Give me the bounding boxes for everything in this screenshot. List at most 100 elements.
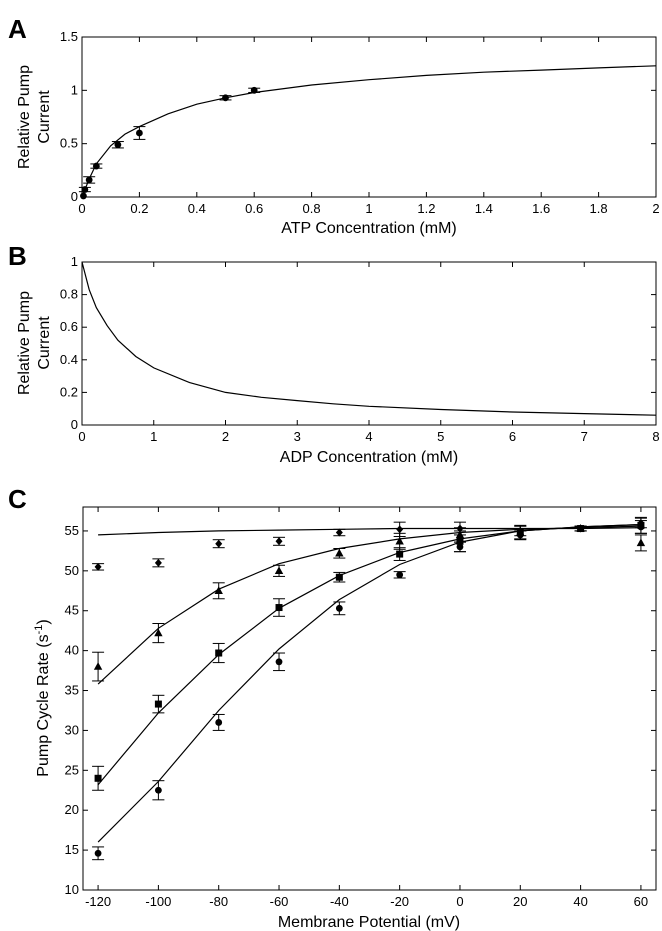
chart-b-xtick-label: 7 [581,429,588,444]
chart-c-circle-point [516,531,524,539]
chart-b-ytick-label: 0.2 [60,384,78,399]
chart-b-xtick-label: 0 [78,429,85,444]
chart-b: 0 1 2 3 4 5 6 7 8 0 0.2 0.4 0.6 0.8 1 ADP Concentratio… [16,254,660,466]
chart-c-circle-point [577,525,585,532]
chart-c-xtick-label: -20 [390,894,409,909]
chart-a-point [114,141,122,149]
chart-c-triangle-point [636,538,646,547]
chart-b-xtick-label: 2 [222,429,229,444]
chart-c-triangle-point [335,548,344,557]
chart-c-triangle-point [154,628,163,637]
chart-c-ylabel-sup: -1 [33,625,45,635]
chart-c-circle-point [335,604,343,612]
chart-c-xtick-label: 60 [634,894,648,909]
chart-a-xtick-label: 2 [652,201,659,216]
chart-c-diamond-point [154,558,162,567]
chart-c-diamond-point [215,539,223,548]
chart-c-diamond-point [275,537,283,546]
chart-c-xtick-label: 0 [456,894,463,909]
panel-letter-b: B [8,241,27,271]
chart-c-triangle-point [274,566,284,575]
chart-c-xtick-label: 40 [573,894,587,909]
chart-a-ytick-label: 0.5 [60,136,78,151]
chart-c-square-point [275,604,283,612]
chart-a-xlabel: ATP Concentration (mM) [281,220,456,237]
chart-c-xtick-label: -80 [209,894,228,909]
chart-c-square-point [215,649,223,657]
chart-c-ylabel-end: ) [35,619,52,624]
chart-c-ytick-label: 25 [65,762,79,777]
chart-b-ytick-label: 0.8 [60,287,78,302]
chart-c-ytick-label: 45 [65,603,79,618]
chart-c-diamond-point [94,562,102,571]
chart-b-xtick-label: 6 [509,429,516,444]
chart-a-point [81,186,89,193]
chart-a-point [80,192,87,200]
chart-b-xlabel: ADP Concentration (mM) [280,449,458,466]
chart-c-diamond-point [335,528,343,537]
chart-b-ytick-label: 0 [71,417,78,432]
panel-letter-a: A [8,14,27,44]
chart-a: 0 0.2 0.4 0.6 0.8 1 1.2 1.4 1.6 1.8 2 0 0.5 1 1.5 ATP … [16,29,660,237]
chart-b-xtick-label: 3 [294,429,301,444]
chart-c-circle-point [154,786,162,794]
chart-c-ytick-label: 35 [65,683,79,698]
chart-c-square-point [335,573,343,581]
chart-c-xlabel: Membrane Potential (mV) [278,914,460,931]
chart-c-circle-point [396,571,404,579]
chart-c-ytick-label: 40 [65,643,79,658]
chart-c-ytick-label: 55 [65,523,79,538]
chart-a-ylabel-line1: Relative Pump [16,65,33,169]
chart-a-frame [81,36,657,198]
chart-c-square-point [154,700,162,708]
chart-c-circle-fit-curve [97,524,641,843]
chart-c-ylabel-main: Pump Cycle Rate (s [35,634,52,776]
chart-c-xtick-label: 20 [513,894,527,909]
chart-c-ylabel: Pump Cycle Rate (s-1) [33,619,52,776]
chart-a-ytick-label: 1 [71,82,78,97]
panel-letter-c: C [8,484,27,514]
chart-c-xtick-label: -60 [270,894,289,909]
chart-a-xtick-label: 0 [78,201,85,216]
chart-a-xtick-label: 0.6 [245,201,263,216]
chart-a-xtick-label: 0.2 [130,201,148,216]
chart-c-xtick-label: -100 [145,894,171,909]
chart-a-point [250,86,258,94]
chart-b-frame [81,261,657,426]
chart-b-xtick-label: 5 [437,429,444,444]
chart-c-triangle-point [395,536,404,545]
chart-c-ytick-label: 10 [65,882,79,897]
chart-c-square-point [456,537,464,545]
chart-a-ytick-label: 0 [71,189,78,204]
chart-b-ylabel-line2: Current [36,316,53,370]
chart-b-xtick-label: 8 [652,429,659,444]
chart-a-ytick-label: 1.5 [60,29,78,44]
chart-a-point [136,129,143,137]
chart-c-circle-point [94,849,102,857]
chart-b-xtick-label: 1 [150,429,157,444]
chart-a-xtick-label: 1.6 [532,201,550,216]
chart-a-xtick-label: 1 [365,201,372,216]
chart-c-diamond-point [396,525,404,534]
chart-c-circle-point [637,523,645,531]
chart-c-ytick-label: 30 [65,722,79,737]
chart-a-xtick-label: 1.8 [590,201,608,216]
chart-a-point [222,94,229,102]
chart-a-xtick-label: 1.2 [417,201,435,216]
chart-c-xtick-label: -120 [85,894,111,909]
chart-c-circle-point [215,719,223,726]
chart-c-circle-point [456,543,464,551]
chart-a-point [85,176,93,184]
chart-a-fit-curve [81,65,657,198]
chart-c-frame [82,506,657,891]
chart-c-triangle-point [214,586,223,594]
chart-c-ytick-label: 15 [65,842,79,857]
chart-c-square-point [94,774,102,782]
chart-c-xtick-label: -40 [330,894,349,909]
chart-a-xtick-label: 0.8 [303,201,321,216]
chart-c-ytick-label: 50 [65,563,79,578]
chart-a-point [92,162,100,170]
chart-c: -120 -100 -80 -60 -40 -20 0 20 40 60 10 15 20 25 30 35 4… [33,506,657,931]
chart-c-triangle-point [93,662,103,670]
